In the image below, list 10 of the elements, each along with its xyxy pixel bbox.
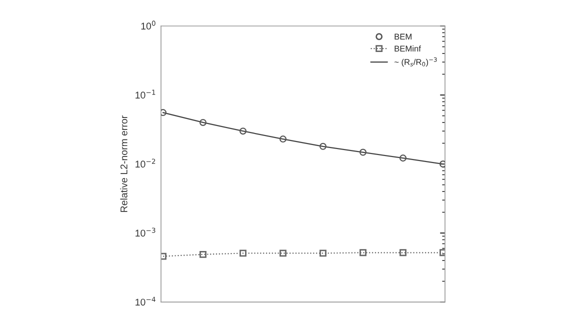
y-tick-label: 10$^{−2}$ [136, 158, 156, 168]
y-tick-label: 10$^{−1}$ [136, 90, 156, 99]
y-tick-label: 10$^{0}$ [141, 20, 156, 30]
y-tick-label: 10$^{−3}$ [136, 228, 156, 237]
line-series [162, 112, 444, 165]
legend-label: BEM [394, 34, 412, 40]
legend-label: BEMinf [394, 45, 421, 52]
legend-label: ~ (R$_{s}$/R$_{0}$)$^{−3}$ [394, 57, 437, 67]
y-tick-label: 10$^{−4}$ [136, 296, 156, 306]
y-axis-title: Relative L2-norm error [120, 116, 128, 212]
